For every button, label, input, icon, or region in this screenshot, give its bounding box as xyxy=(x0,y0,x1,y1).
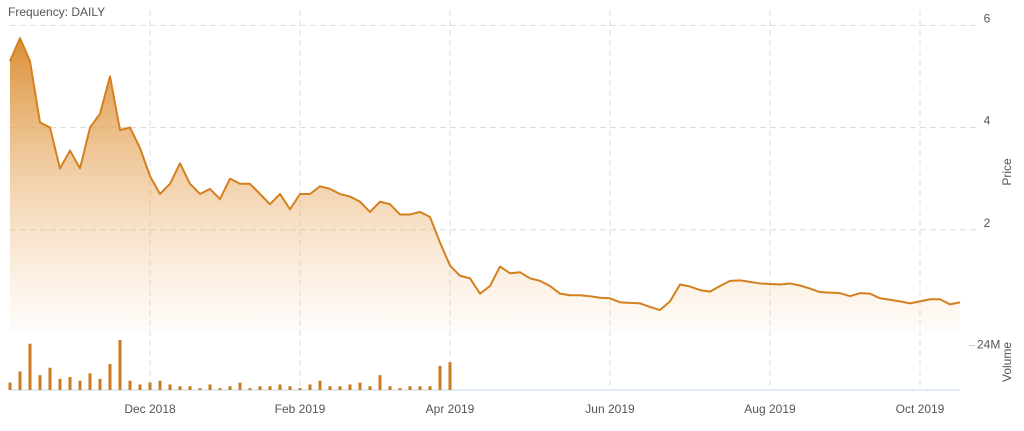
volume-bar xyxy=(168,384,172,390)
volume-bar xyxy=(18,371,22,390)
volume-bar xyxy=(338,386,342,390)
volume-bar xyxy=(408,386,412,390)
volume-bar xyxy=(138,384,142,390)
y2-axis-label: Volume xyxy=(1000,342,1014,382)
volume-bar xyxy=(68,377,72,390)
x-tick-label: Jun 2019 xyxy=(585,402,635,416)
volume-bar xyxy=(328,386,332,390)
volume-bar xyxy=(188,386,192,390)
volume-bar xyxy=(298,388,302,390)
volume-bar xyxy=(308,384,312,390)
volume-bar xyxy=(48,367,52,390)
volume-bar xyxy=(358,382,362,390)
volume-bar xyxy=(108,364,112,390)
volume-bar xyxy=(178,386,182,390)
volume-bar xyxy=(278,384,282,390)
volume-bar xyxy=(158,380,162,390)
frequency-label: Frequency: DAILY xyxy=(8,5,105,19)
volume-bar xyxy=(258,386,262,390)
volume-bar xyxy=(268,386,272,390)
volume-bar xyxy=(428,386,432,390)
volume-bar xyxy=(228,386,232,390)
x-tick-label: Aug 2019 xyxy=(744,402,796,416)
volume-bar xyxy=(128,380,132,390)
y-tick-label: 6 xyxy=(984,12,991,26)
volume-bar xyxy=(118,340,122,390)
volume-bar xyxy=(418,386,422,390)
volume-bar xyxy=(38,375,42,390)
volume-bar xyxy=(208,384,212,390)
volume-bar xyxy=(288,386,292,390)
price-line xyxy=(9,37,961,312)
volume-bar xyxy=(148,382,152,390)
volume-bar xyxy=(238,382,242,390)
volume-bar xyxy=(378,375,382,390)
volume-bar xyxy=(448,362,452,390)
volume-bar xyxy=(398,388,402,390)
volume-bar xyxy=(88,373,92,390)
volume-bar xyxy=(318,380,322,390)
volume-bar xyxy=(8,382,12,390)
x-tick-label: Dec 2018 xyxy=(124,402,176,416)
volume-bar xyxy=(348,384,352,390)
volume-bar xyxy=(28,343,32,390)
volume-bar xyxy=(388,386,392,390)
volume-bar xyxy=(368,386,372,390)
y-axis-label: Price xyxy=(1000,158,1014,186)
volume-bar xyxy=(78,380,82,390)
volume-bar xyxy=(198,388,202,390)
price-area xyxy=(10,38,960,332)
y-tick-label: 2 xyxy=(984,216,991,230)
volume-bar xyxy=(218,388,222,390)
x-tick-label: Oct 2019 xyxy=(896,402,945,416)
x-tick-label: Apr 2019 xyxy=(426,402,475,416)
volume-bar xyxy=(58,378,62,390)
volume-bar xyxy=(98,378,102,390)
volume-bar xyxy=(438,365,442,390)
volume-bar xyxy=(248,388,252,390)
x-tick-label: Feb 2019 xyxy=(275,402,326,416)
y2-tick-label: 24M xyxy=(977,338,1000,352)
y-tick-label: 4 xyxy=(984,114,991,128)
